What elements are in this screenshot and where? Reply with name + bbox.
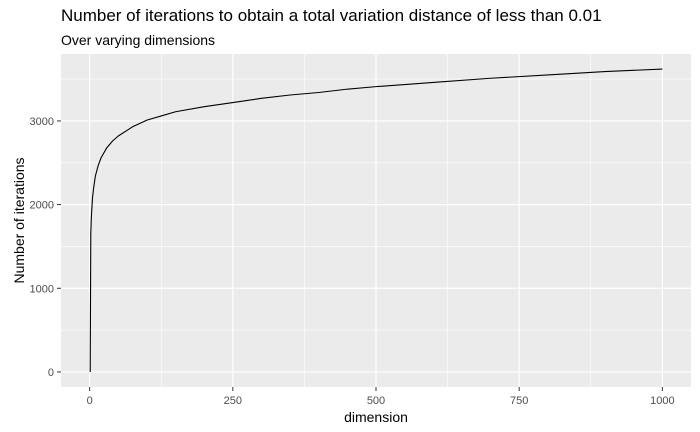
major-gridlines: [61, 54, 691, 387]
y-tick-label: 0: [48, 367, 54, 379]
chart-subtitle: Over varying dimensions: [61, 32, 216, 48]
x-axis-title: dimension: [344, 409, 408, 425]
x-axis-ticks: 0 250 500 750 1000: [87, 387, 675, 407]
chart-title: Number of iterations to obtain a total v…: [61, 6, 602, 25]
series-line: [89, 68, 663, 372]
y-tick-label: 3000: [30, 116, 54, 128]
y-tick-label: 2000: [30, 200, 54, 212]
y-tick-label: 1000: [30, 283, 54, 295]
x-tick-label: 1000: [650, 395, 674, 407]
x-tick-label: 250: [224, 395, 242, 407]
y-axis-title: Number of iterations: [11, 157, 27, 283]
series-layer: [89, 68, 663, 372]
x-tick-label: 0: [87, 395, 93, 407]
y-axis-ticks: 0 1000 2000 3000: [30, 116, 61, 379]
x-tick-label: 500: [367, 395, 385, 407]
x-tick-label: 750: [510, 395, 528, 407]
